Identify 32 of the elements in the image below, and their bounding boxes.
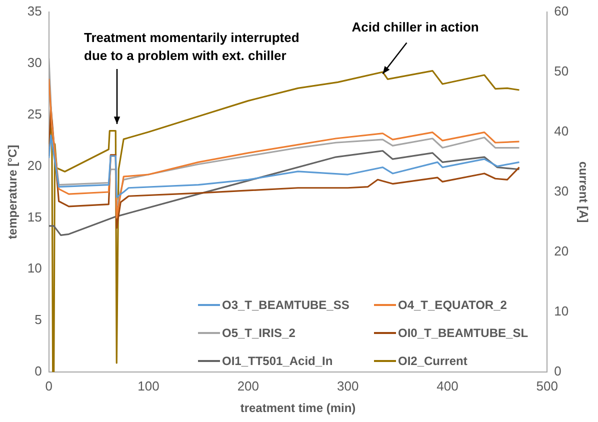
x-tick-label: 200	[237, 378, 260, 394]
legend-label: O3_T_BEAMTUBE_SS	[222, 298, 350, 312]
legend-label: O5_T_IRIS_2	[222, 326, 296, 340]
x-tick-label: 0	[45, 378, 52, 394]
y-tick-label: 30	[27, 55, 42, 70]
x-tick-label: 400	[436, 378, 458, 394]
y-tick-label: 0	[34, 364, 42, 379]
y2-tick-label: 0	[554, 364, 562, 379]
y-tick-label: 10	[27, 260, 42, 276]
y2-tick-label: 60	[554, 4, 569, 19]
legend-label: OI2_Current	[398, 354, 468, 368]
y-tick-label: 5	[34, 312, 42, 328]
x-tick-label: 300	[336, 378, 359, 394]
y2-tick-label: 20	[554, 244, 569, 259]
y-tick-label: 20	[27, 158, 42, 173]
y-tick-label: 15	[27, 209, 42, 224]
y2-tick-label: 30	[554, 184, 569, 199]
annotation: Acid chiller in action	[352, 20, 479, 35]
legend-label: OI0_T_BEAMTUBE_SL	[398, 326, 528, 340]
annotation: Treatment momentarily interrupted due to a problem with ext. chiller	[84, 30, 300, 63]
y-tick-label: 35	[27, 4, 42, 19]
x-axis-title: treatment time (min)	[240, 401, 356, 416]
y-axis-title: temperature [°C]	[6, 144, 20, 240]
y2-tick-label: 10	[554, 304, 569, 319]
x-tick-label: 500	[536, 378, 558, 394]
y2-tick-label: 40	[554, 124, 569, 139]
legend-label: OI1_TT501_Acid_In	[222, 354, 333, 368]
y2-tick-label: 50	[554, 64, 569, 79]
legend-label: O4_T_EQUATOR_2	[398, 298, 507, 312]
y-tick-label: 25	[27, 106, 42, 122]
y2-axis-title: current [A]	[576, 161, 590, 223]
x-tick-label: 100	[138, 378, 160, 394]
